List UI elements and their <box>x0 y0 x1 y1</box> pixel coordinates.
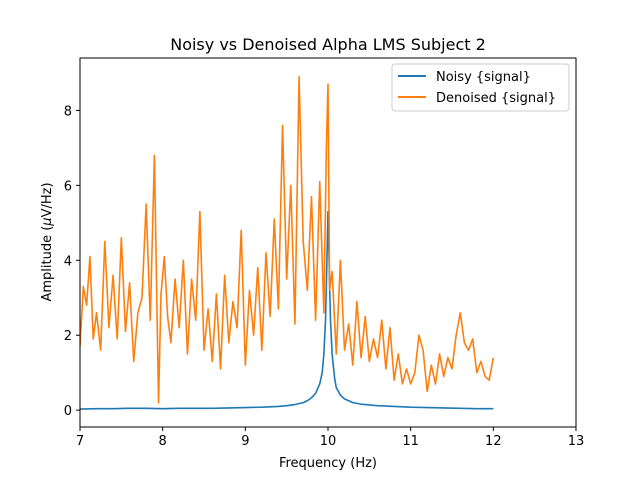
series-layer <box>80 75 495 410</box>
plot-frame <box>79 57 577 428</box>
denoised-series-line <box>80 75 495 404</box>
x-tick-label: 7 <box>76 434 84 449</box>
x-tick-label: 8 <box>159 434 167 449</box>
x-axis-label: Frequency (Hz) <box>279 456 377 471</box>
y-axis-label-mu: μ <box>40 217 55 226</box>
y-tick-label: 8 <box>64 104 72 119</box>
legend: Noisy {signal} Denoised {signal} <box>391 63 570 112</box>
y-axis-label-suffix: V/Hz) <box>40 182 55 217</box>
y-axis-ticks: 0 2 4 6 8 <box>64 104 80 419</box>
x-tick-label: 10 <box>320 434 337 449</box>
x-tick-label: 12 <box>485 434 502 449</box>
legend-box <box>391 63 570 112</box>
y-axis-label: Amplitude (μV/Hz) <box>40 182 55 301</box>
x-axis-ticks: 7 8 9 10 11 12 13 <box>76 427 584 449</box>
chart-title: Noisy vs Denoised Alpha LMS Subject 2 <box>170 35 486 54</box>
legend-label-denoised: Denoised {signal} <box>436 91 556 106</box>
noisy-series-line <box>80 210 494 410</box>
x-tick-label: 9 <box>241 434 249 449</box>
y-tick-label: 6 <box>64 179 72 194</box>
legend-label-noisy: Noisy {signal} <box>436 70 531 85</box>
x-tick-label: 11 <box>402 434 419 449</box>
y-tick-label: 4 <box>64 254 72 269</box>
x-tick-label: 13 <box>568 434 585 449</box>
y-tick-label: 0 <box>64 404 72 419</box>
y-axis-label-prefix: Amplitude ( <box>40 226 55 302</box>
y-tick-label: 2 <box>64 329 72 344</box>
